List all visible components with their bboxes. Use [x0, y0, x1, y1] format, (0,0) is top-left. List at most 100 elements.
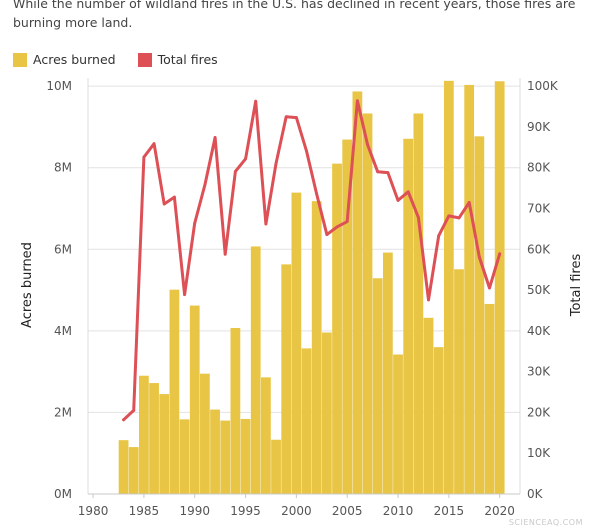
- bar-2002: [311, 201, 322, 494]
- bar-2007: [362, 113, 373, 494]
- fires-point-1987: [162, 202, 166, 206]
- chart-subtitle: While the number of wildland fires in th…: [13, 0, 576, 30]
- y2-tick-label: 50K: [527, 283, 551, 297]
- y-axis-label-left: Acres burned: [20, 242, 35, 328]
- fires-point-2005: [345, 220, 349, 223]
- fires-point-2003: [325, 233, 329, 237]
- legend-item-acres[interactable]: Acres burned: [13, 52, 116, 67]
- line-total-fires: [122, 99, 502, 422]
- bar-1989: [179, 419, 190, 494]
- y-axis-label-right: Total fires: [569, 254, 584, 318]
- bar-1993: [220, 420, 231, 494]
- fires-point-1994: [233, 169, 237, 173]
- fires-point-2011: [406, 190, 410, 194]
- fires-point-1992: [213, 136, 217, 139]
- bar-1990: [189, 305, 200, 494]
- bar-1999: [281, 264, 292, 494]
- bar-1984: [128, 447, 139, 494]
- fires-point-2017: [467, 200, 471, 204]
- bar-1994: [230, 328, 241, 494]
- legend-swatch-fires: [137, 52, 152, 67]
- watermark: SCIENCEAQ.COM: [508, 518, 583, 527]
- fires-point-2000: [294, 116, 298, 119]
- y2-tick-label: 30K: [527, 365, 551, 379]
- total-fires-line: [122, 99, 502, 422]
- legend-item-fires[interactable]: Total fires: [137, 52, 218, 67]
- x-tick-label: 2015: [434, 504, 465, 518]
- bar-2014: [433, 347, 444, 494]
- fires-point-2009: [386, 171, 390, 175]
- bar-2020: [494, 81, 505, 494]
- fires-point-2014: [437, 234, 441, 238]
- fires-point-1986: [152, 142, 156, 146]
- bar-2010: [393, 354, 403, 494]
- fires-point-1988: [173, 195, 176, 199]
- y2-tick-label: 10K: [527, 446, 551, 460]
- bar-1986: [149, 383, 159, 494]
- bar-2001: [301, 348, 312, 494]
- bar-2009: [382, 252, 393, 494]
- fires-point-2006: [355, 99, 359, 103]
- fires-point-1993: [223, 252, 227, 256]
- fires-point-2012: [416, 216, 420, 219]
- bar-2018: [474, 136, 485, 494]
- fires-point-2001: [305, 149, 308, 153]
- fires-point-2016: [457, 216, 461, 220]
- x-tick-label: 1985: [129, 504, 160, 518]
- axes: 0M 2M 4M 6M 8M 10M 0K 10K 20K 30K 40K 50K 60K 70K 80K 9…: [46, 78, 559, 518]
- bar-2008: [372, 278, 383, 494]
- fires-point-2008: [376, 170, 380, 174]
- x-tick-label: 1980: [78, 504, 109, 518]
- fires-point-2007: [366, 143, 369, 146]
- bar-1988: [169, 289, 180, 494]
- fires-point-2010: [396, 198, 400, 202]
- bar-2005: [342, 139, 353, 494]
- fires-point-1990: [193, 221, 197, 225]
- bar-2011: [403, 138, 414, 495]
- legend-label-fires: Total fires: [157, 52, 218, 67]
- fires-point-1996: [254, 99, 258, 103]
- x-tick-label: 1990: [179, 504, 210, 518]
- fires-point-2019: [488, 286, 491, 290]
- bar-1992: [210, 409, 220, 494]
- y-tick-label: 10M: [46, 79, 72, 93]
- bar-1985: [139, 375, 149, 494]
- fires-point-1985: [142, 155, 146, 159]
- fires-point-1989: [183, 293, 186, 296]
- y2-tick-label: 20K: [527, 405, 551, 419]
- x-tick-label: 2005: [332, 504, 363, 518]
- bar-1987: [159, 394, 170, 494]
- legend-label-acres: Acres burned: [33, 52, 116, 67]
- y2-tick-label: 70K: [527, 202, 551, 216]
- fires-point-2015: [447, 214, 451, 218]
- bar-2017: [464, 84, 475, 494]
- bar-2012: [413, 113, 424, 494]
- bar-1997: [261, 377, 271, 494]
- bar-1995: [240, 418, 251, 494]
- chart-legend: Acres burned Total fires: [13, 52, 236, 70]
- fires-point-1995: [244, 157, 247, 161]
- x-tick-label: 1995: [230, 504, 261, 518]
- y-tick-label: 6M: [54, 242, 72, 256]
- y2-tick-label: 80K: [527, 161, 551, 175]
- bar-2016: [454, 269, 464, 494]
- bar-1983: [118, 440, 129, 494]
- fires-point-2002: [315, 192, 319, 196]
- bar-1991: [200, 373, 210, 494]
- fires-point-1983: [122, 418, 125, 422]
- y2-tick-label: 90K: [527, 120, 551, 134]
- bar-2003: [321, 332, 332, 494]
- bar-2015: [443, 80, 454, 494]
- fires-point-1997: [264, 222, 268, 226]
- fires-point-1999: [284, 115, 288, 119]
- fires-point-1991: [203, 183, 207, 187]
- y-tick-label: 8M: [54, 161, 72, 175]
- y2-tick-label: 60K: [527, 242, 551, 256]
- bar-2004: [332, 163, 342, 494]
- y2-tick-label: 40K: [527, 324, 551, 338]
- y-tick-label: 0M: [54, 487, 72, 501]
- x-tick-label: 2000: [281, 504, 312, 518]
- fires-point-1984: [132, 408, 136, 412]
- fires-point-2013: [427, 298, 430, 302]
